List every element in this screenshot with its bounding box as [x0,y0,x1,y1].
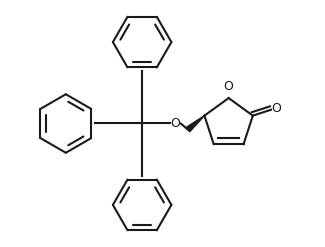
Polygon shape [186,116,204,132]
Text: O: O [224,81,234,93]
Text: O: O [271,102,281,115]
Text: O: O [170,117,180,130]
